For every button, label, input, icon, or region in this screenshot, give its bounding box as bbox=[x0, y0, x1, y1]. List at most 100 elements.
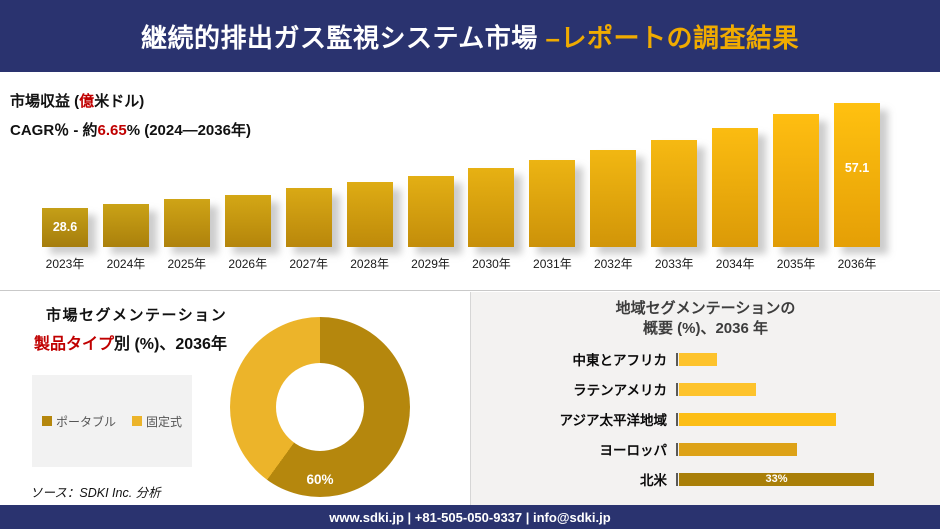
x-axis-year-label: 2023年 bbox=[45, 257, 85, 271]
product-donut-chart: 60% bbox=[230, 317, 410, 497]
region-label: アジア太平洋地域 bbox=[559, 413, 667, 428]
product-segmentation-panel: 市場セグメンテーション 製品タイプ別 (%)、2036年 ポータブル 固定式 6… bbox=[0, 292, 470, 505]
revenue-bar-column: 2025年 bbox=[163, 100, 210, 272]
region-bar-track bbox=[676, 382, 940, 396]
x-axis-year-label: 2029年 bbox=[411, 257, 450, 271]
revenue-bar-column: 2034年 bbox=[712, 100, 759, 272]
donut-legend: ポータブル 固定式 bbox=[32, 375, 192, 467]
regional-segmentation-panel: 地域セグメンテーションの 概要 (%)、2036 年 中東とアフリカ ラテンアメリ… bbox=[470, 292, 940, 505]
cagr-text-suffix: % (2024―2036年) bbox=[126, 122, 251, 139]
page-title: 継続的排出ガス監視システム市場 –レポートの調査結果 bbox=[141, 18, 799, 55]
metric-text-red: 億 bbox=[79, 93, 95, 110]
revenue-bar-column: 2029年 bbox=[407, 100, 454, 272]
source-note: ソース：SDKI Inc. 分析 bbox=[30, 486, 161, 500]
cagr-value: 6.65 bbox=[97, 122, 127, 139]
regional-bar-chart: 中東とアフリカ ラテンアメリカアジア太平洋地域ヨーロッパ北米 33% bbox=[471, 344, 940, 494]
region-bar bbox=[679, 352, 718, 366]
regional-title: 地域セグメンテーションの 概要 (%)、2036 年 bbox=[471, 299, 940, 340]
revenue-bar bbox=[773, 114, 820, 247]
revenue-bar-column: 2032年 bbox=[590, 100, 637, 272]
region-bar-track: 33% bbox=[676, 472, 940, 486]
region-label: ヨーロッパ bbox=[599, 443, 668, 458]
revenue-bar-column: 2035年 bbox=[773, 100, 820, 272]
region-bar-track bbox=[676, 412, 940, 426]
legend-swatch-portable-icon bbox=[41, 416, 52, 426]
x-axis-year-label: 2024年 bbox=[106, 257, 146, 271]
legend-swatch-fixed-icon bbox=[132, 416, 142, 426]
x-axis-year-label: 2034年 bbox=[715, 257, 755, 271]
x-axis-year-label: 2035年 bbox=[776, 257, 816, 271]
footer-bar: www.sdki.jp | +81-505-050-9337 | info@sd… bbox=[0, 505, 940, 529]
legend-item-fixed: 固定式 bbox=[132, 413, 182, 430]
revenue-bar-chart: 28.6 2023年 2024年 2025年 2026年 2027年 2028年 2029年 2… bbox=[42, 100, 880, 272]
revenue-bar bbox=[712, 127, 759, 247]
x-axis-year-label: 2028年 bbox=[350, 257, 389, 271]
revenue-bar bbox=[651, 140, 698, 247]
revenue-bar-value: 28.6 bbox=[52, 220, 78, 234]
region-bar bbox=[679, 412, 836, 426]
revenue-bar bbox=[224, 194, 271, 247]
page-title-main: 継続的排出ガス監視システム市場 bbox=[141, 22, 546, 53]
page-title-accent: –レポートの調査結果 bbox=[545, 22, 799, 53]
region-bar bbox=[679, 382, 756, 396]
revenue-bar bbox=[163, 199, 210, 247]
region-label: 中東とアフリカ bbox=[572, 353, 668, 368]
cagr-label: CAGR％ - 約6.65% (2024―2036年) bbox=[10, 119, 251, 140]
revenue-bar-column: 2030年 bbox=[468, 100, 515, 272]
revenue-section: 市場収益 (億米ドル) CAGR％ - 約6.65% (2024―2036年) … bbox=[0, 72, 940, 291]
region-bar: 33% bbox=[679, 472, 874, 486]
x-axis-year-label: 2025年 bbox=[167, 257, 207, 271]
revenue-bar-column: 2033年 bbox=[651, 100, 698, 272]
revenue-bar: 28.6 bbox=[42, 208, 88, 247]
segmentation-title: 市場セグメンテーション bbox=[46, 307, 228, 324]
legend-label-fixed: 固定式 bbox=[146, 414, 183, 429]
region-bar bbox=[679, 442, 798, 456]
revenue-bar bbox=[285, 188, 332, 247]
region-row: アジア太平洋地域 bbox=[471, 404, 940, 434]
revenue-bar bbox=[529, 159, 576, 247]
revenue-bar-column: 28.6 2023年 bbox=[42, 100, 88, 272]
regional-title-line2: 概要 (%)、2036 年 bbox=[642, 320, 769, 338]
region-row: 中東とアフリカ bbox=[471, 344, 940, 374]
region-row: ラテンアメリカ bbox=[471, 374, 940, 404]
revenue-bar-column: 57.1 2036年 bbox=[833, 100, 880, 272]
segmentation-subtitle-red: 製品タイプ bbox=[34, 336, 115, 353]
region-bar-track bbox=[676, 442, 940, 456]
x-axis-year-label: 2031年 bbox=[533, 257, 572, 271]
region-bar-value: 33% bbox=[765, 473, 788, 485]
revenue-bar-column: 2026年 bbox=[224, 100, 271, 272]
revenue-bar-column: 2024年 bbox=[102, 100, 149, 272]
metric-text-suffix: 米ドル) bbox=[94, 93, 145, 110]
revenue-bar: 57.1 bbox=[833, 103, 880, 247]
x-axis-year-label: 2032年 bbox=[593, 257, 633, 271]
revenue-bar-column: 2031年 bbox=[529, 100, 576, 272]
legend-item-portable: ポータブル bbox=[41, 413, 116, 430]
x-axis-year-label: 2036年 bbox=[837, 257, 877, 271]
metric-text-prefix: 市場収益 ( bbox=[10, 93, 80, 110]
x-axis-year-label: 2033年 bbox=[654, 257, 694, 271]
region-label: ラテンアメリカ bbox=[573, 383, 667, 398]
donut-percentage-label: 60% bbox=[306, 472, 334, 487]
x-axis-year-label: 2027年 bbox=[289, 257, 329, 271]
x-axis-year-label: 2030年 bbox=[472, 257, 511, 271]
revenue-bar-column: 2028年 bbox=[346, 100, 393, 272]
region-row: 北米 33% bbox=[471, 464, 940, 494]
region-bar-track bbox=[676, 352, 940, 366]
x-axis-year-label: 2026年 bbox=[228, 257, 268, 271]
region-row: ヨーロッパ bbox=[471, 434, 940, 464]
segmentation-subtitle-rest: 別 (%)、2036年 bbox=[114, 336, 227, 353]
legend-label-portable: ポータブル bbox=[55, 414, 116, 429]
revenue-bar bbox=[346, 182, 393, 247]
donut-hole bbox=[276, 363, 364, 451]
revenue-bar bbox=[468, 168, 515, 247]
footer-contact: www.sdki.jp | +81-505-050-9337 | info@sd… bbox=[329, 509, 611, 525]
revenue-bar bbox=[590, 150, 637, 247]
region-label: 北米 bbox=[640, 473, 667, 488]
segmentation-subtitle: 製品タイプ別 (%)、2036年 bbox=[34, 330, 227, 354]
revenue-metric-label: 市場収益 (億米ドル) bbox=[10, 90, 144, 111]
regional-title-line1: 地域セグメンテーションの bbox=[615, 300, 796, 317]
revenue-bar-value: 57.1 bbox=[844, 161, 870, 176]
revenue-bar-column: 2027年 bbox=[285, 100, 332, 272]
cagr-text-prefix: CAGR％ - 約 bbox=[10, 122, 98, 139]
header-banner: 継続的排出ガス監視システム市場 –レポートの調査結果 bbox=[0, 0, 940, 72]
